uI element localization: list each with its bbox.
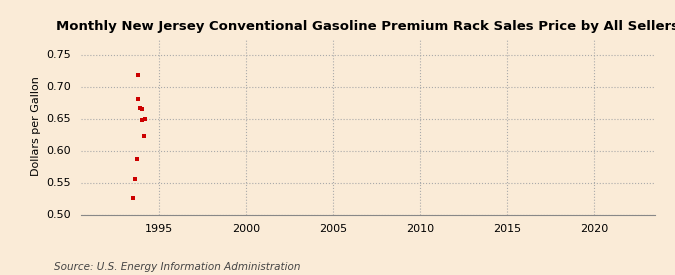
Point	[130, 177, 140, 181]
Y-axis label: Dollars per Gallon: Dollars per Gallon	[31, 76, 41, 177]
Point	[132, 73, 143, 77]
Point	[138, 134, 149, 139]
Point	[128, 196, 138, 200]
Text: Source: U.S. Energy Information Administration: Source: U.S. Energy Information Administ…	[54, 262, 300, 272]
Title: Monthly New Jersey Conventional Gasoline Premium Rack Sales Price by All Sellers: Monthly New Jersey Conventional Gasoline…	[57, 20, 675, 33]
Point	[135, 106, 146, 111]
Point	[131, 157, 142, 161]
Point	[133, 97, 144, 101]
Point	[136, 118, 147, 122]
Point	[136, 107, 147, 111]
Point	[140, 116, 151, 121]
